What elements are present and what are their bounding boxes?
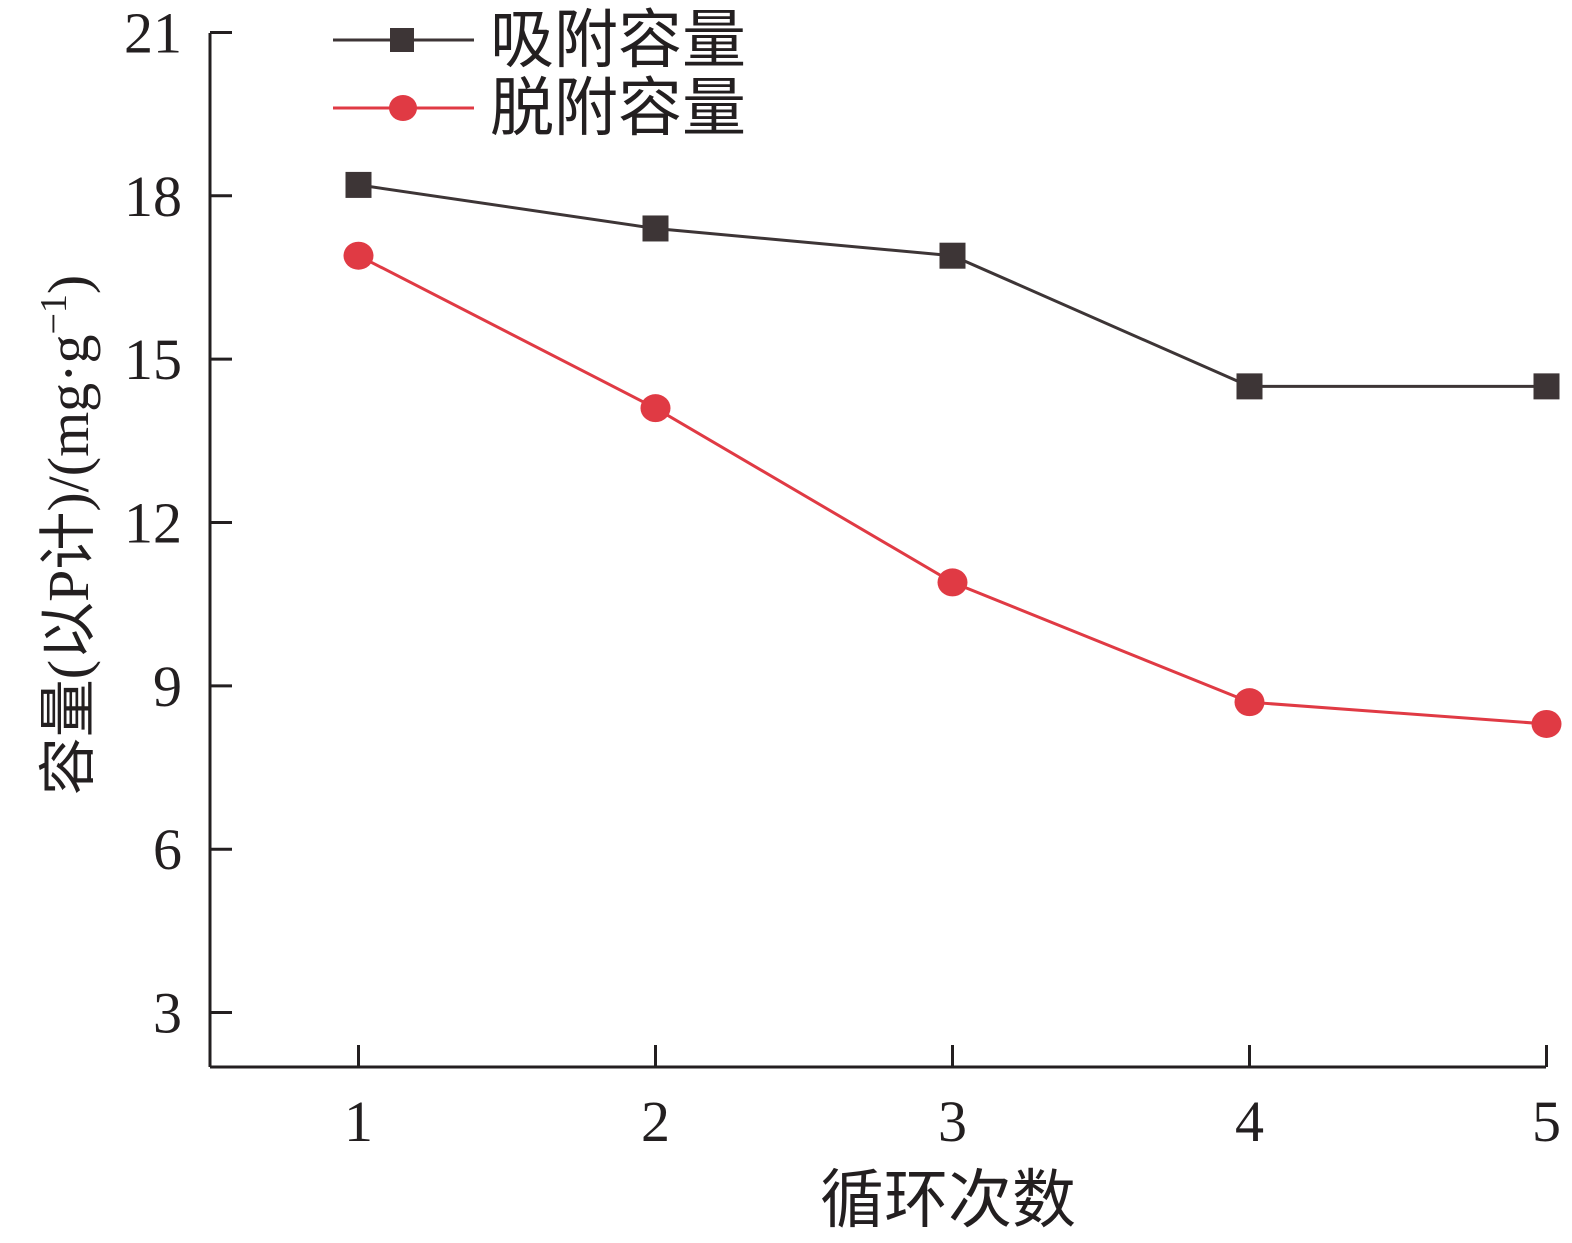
series-line — [358, 183, 1547, 388]
legend-item: 吸附容量 — [333, 5, 746, 76]
series-1 — [345, 171, 1560, 400]
y-tick-label: 21 — [124, 0, 182, 65]
data-point — [1531, 709, 1562, 738]
legend-marker — [389, 95, 417, 121]
y-tick-label: 15 — [124, 327, 182, 392]
data-point — [1533, 373, 1560, 400]
legend-marker — [390, 28, 414, 52]
legend-label: 脱附容量 — [490, 73, 746, 144]
x-tick-label: 2 — [641, 1089, 670, 1154]
y-axis-title-superscript: −1 — [33, 294, 75, 334]
x-tick-label: 5 — [1532, 1089, 1561, 1154]
data-point — [1236, 373, 1263, 400]
data-point — [343, 241, 374, 270]
x-tick-label: 4 — [1235, 1089, 1264, 1154]
data-point — [937, 568, 968, 597]
y-axis-title-close: ) — [36, 275, 101, 294]
data-point — [939, 242, 966, 269]
data-point — [640, 394, 671, 423]
data-point — [642, 215, 669, 242]
x-tick-label: 3 — [938, 1089, 967, 1154]
legend-item: 脱附容量 — [333, 73, 746, 144]
legend-label: 吸附容量 — [490, 5, 746, 76]
data-point — [1234, 688, 1265, 717]
y-tick-label: 6 — [153, 817, 182, 882]
y-tick-label: 3 — [153, 981, 182, 1046]
y-tick-label: 18 — [124, 164, 182, 229]
data-point — [345, 171, 372, 198]
x-axis-title: 循环次数 — [820, 1165, 1076, 1236]
y-tick-label: 9 — [153, 654, 182, 719]
y-axis-title-main: 容量(以P计)/(mg·g — [36, 335, 101, 796]
y-tick-label: 12 — [124, 491, 182, 556]
x-tick-label: 1 — [344, 1089, 373, 1154]
y-axis-title: 容量(以P计)/(mg·g−1) — [33, 275, 101, 796]
series-2 — [343, 241, 1562, 738]
series-layer — [343, 171, 1562, 738]
series-line — [357, 254, 1547, 726]
